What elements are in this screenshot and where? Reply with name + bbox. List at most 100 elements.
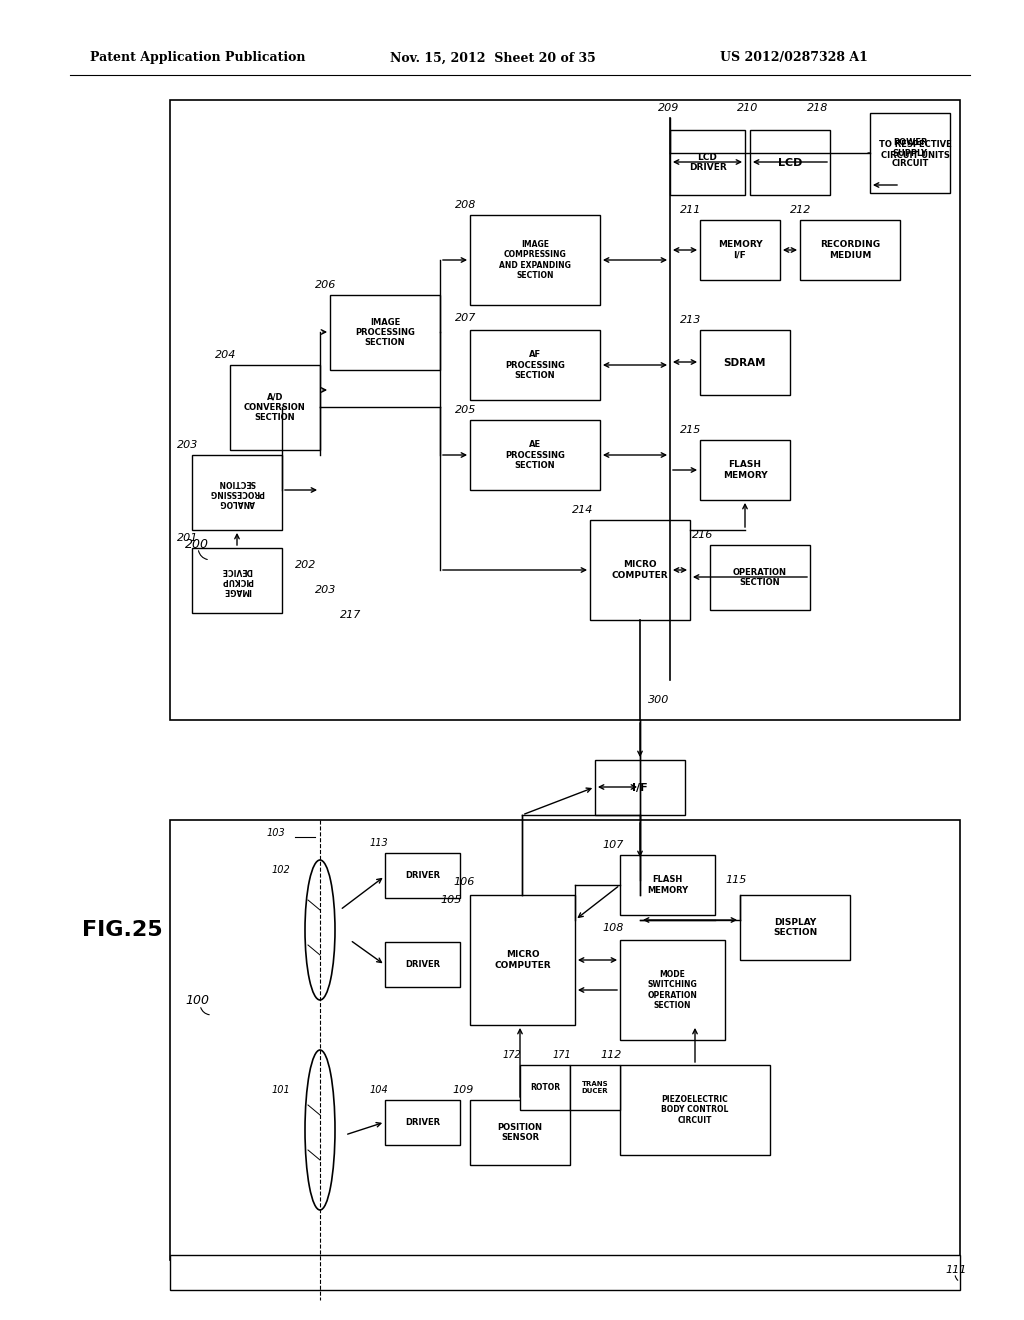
Text: I/F: I/F	[632, 783, 648, 792]
Bar	[170, 100, 961, 719]
Text: POSITION
SENSOR: POSITION SENSOR	[498, 1123, 543, 1142]
Text: DRIVER: DRIVER	[404, 1118, 440, 1127]
Text: 217: 217	[340, 610, 361, 620]
Text: 100: 100	[185, 994, 209, 1006]
Text: 102: 102	[271, 865, 290, 875]
Text: 172: 172	[503, 1049, 522, 1060]
Text: 210: 210	[737, 103, 759, 114]
Text: AF
PROCESSING
SECTION: AF PROCESSING SECTION	[505, 350, 565, 380]
Bar	[800, 220, 900, 280]
Text: 111: 111	[945, 1265, 967, 1275]
Bar	[385, 1100, 460, 1144]
Text: TO RESPECTIVE
CIRCUIT UNITS: TO RESPECTIVE CIRCUIT UNITS	[879, 140, 951, 160]
Bar	[700, 330, 790, 395]
Text: ROTOR: ROTOR	[530, 1082, 560, 1092]
Text: 206: 206	[315, 280, 336, 290]
Text: 105: 105	[440, 895, 462, 906]
Text: OPERATION
SECTION: OPERATION SECTION	[733, 568, 787, 587]
Text: POWER
SUPPLY
CIRCUIT: POWER SUPPLY CIRCUIT	[891, 139, 929, 168]
Text: 109: 109	[452, 1085, 473, 1096]
Text: FLASH
MEMORY: FLASH MEMORY	[723, 461, 767, 479]
Bar	[520, 1065, 570, 1110]
Text: 215: 215	[680, 425, 701, 436]
Bar	[670, 129, 745, 195]
Bar	[620, 940, 725, 1040]
Text: IMAGE
COMPRESSING
AND EXPANDING
SECTION: IMAGE COMPRESSING AND EXPANDING SECTION	[499, 240, 571, 280]
Bar	[470, 215, 600, 305]
Bar	[870, 114, 950, 193]
Bar	[170, 1255, 961, 1290]
Text: 213: 213	[680, 315, 701, 325]
Text: PIEZOELECTRIC
BODY CONTROL
CIRCUIT: PIEZOELECTRIC BODY CONTROL CIRCUIT	[662, 1096, 729, 1125]
Text: 171: 171	[553, 1049, 571, 1060]
Text: SDRAM: SDRAM	[724, 358, 766, 367]
Bar	[470, 895, 575, 1026]
Text: 106: 106	[453, 876, 474, 887]
Text: 112: 112	[600, 1049, 622, 1060]
Text: 201: 201	[177, 533, 199, 543]
Text: 218: 218	[807, 103, 828, 114]
Bar	[230, 366, 319, 450]
Text: 207: 207	[455, 313, 476, 323]
Bar	[193, 455, 282, 531]
Text: MEMORY
I/F: MEMORY I/F	[718, 240, 762, 260]
Text: FLASH
MEMORY: FLASH MEMORY	[647, 875, 688, 895]
Bar	[385, 853, 460, 898]
Text: 211: 211	[680, 205, 701, 215]
Text: Patent Application Publication: Patent Application Publication	[90, 51, 305, 65]
Text: 212: 212	[790, 205, 811, 215]
Bar	[470, 330, 600, 400]
Text: 203: 203	[177, 440, 199, 450]
Text: LCD: LCD	[778, 157, 802, 168]
Text: LCD
DRIVER: LCD DRIVER	[688, 153, 726, 172]
Bar	[385, 942, 460, 987]
Bar	[193, 548, 282, 612]
Text: 115: 115	[725, 875, 746, 884]
Text: A/D
CONVERSION
SECTION: A/D CONVERSION SECTION	[244, 392, 306, 422]
Text: 108: 108	[602, 923, 624, 933]
Text: MICRO
COMPUTER: MICRO COMPUTER	[611, 560, 669, 579]
Bar	[590, 520, 690, 620]
Text: DISPLAY
SECTION: DISPLAY SECTION	[773, 917, 817, 937]
Bar	[620, 1065, 770, 1155]
Text: US 2012/0287328 A1: US 2012/0287328 A1	[720, 51, 868, 65]
Bar	[710, 545, 810, 610]
Bar	[570, 1065, 620, 1110]
Text: FIG.25: FIG.25	[82, 920, 163, 940]
Text: DRIVER: DRIVER	[404, 871, 440, 880]
Text: 202: 202	[295, 560, 316, 570]
Text: 205: 205	[455, 405, 476, 414]
Text: RECORDING
MEDIUM: RECORDING MEDIUM	[820, 240, 880, 260]
Text: 204: 204	[215, 350, 237, 360]
Text: ANALOG
PROCESSING
SECTION: ANALOG PROCESSING SECTION	[210, 478, 264, 507]
Text: TRANS
DUCER: TRANS DUCER	[582, 1081, 608, 1094]
Text: 107: 107	[602, 840, 624, 850]
Text: MICRO
COMPUTER: MICRO COMPUTER	[495, 950, 551, 970]
Bar	[750, 129, 830, 195]
Text: IMAGE
PICKUP
DEVICE: IMAGE PICKUP DEVICE	[221, 565, 253, 595]
Bar	[700, 220, 780, 280]
Text: 104: 104	[370, 1085, 389, 1096]
Bar	[620, 855, 715, 915]
Bar	[170, 820, 961, 1261]
Text: 101: 101	[271, 1085, 290, 1096]
Text: 216: 216	[692, 531, 714, 540]
Text: 214: 214	[572, 506, 593, 515]
Text: 300: 300	[648, 696, 670, 705]
Bar	[595, 760, 685, 814]
Text: 200: 200	[185, 539, 209, 552]
Text: MODE
SWITCHING
OPERATION
SECTION: MODE SWITCHING OPERATION SECTION	[647, 970, 697, 1010]
Text: 203: 203	[315, 585, 336, 595]
Text: DRIVER: DRIVER	[404, 960, 440, 969]
Bar	[470, 420, 600, 490]
Text: Nov. 15, 2012  Sheet 20 of 35: Nov. 15, 2012 Sheet 20 of 35	[390, 51, 596, 65]
Text: AE
PROCESSING
SECTION: AE PROCESSING SECTION	[505, 440, 565, 470]
Bar	[470, 1100, 570, 1166]
Text: IMAGE
PROCESSING
SECTION: IMAGE PROCESSING SECTION	[355, 318, 415, 347]
Bar	[330, 294, 440, 370]
Ellipse shape	[305, 1049, 335, 1210]
Ellipse shape	[305, 861, 335, 1001]
Text: 113: 113	[370, 838, 389, 847]
Text: 209: 209	[658, 103, 679, 114]
Bar	[740, 895, 850, 960]
